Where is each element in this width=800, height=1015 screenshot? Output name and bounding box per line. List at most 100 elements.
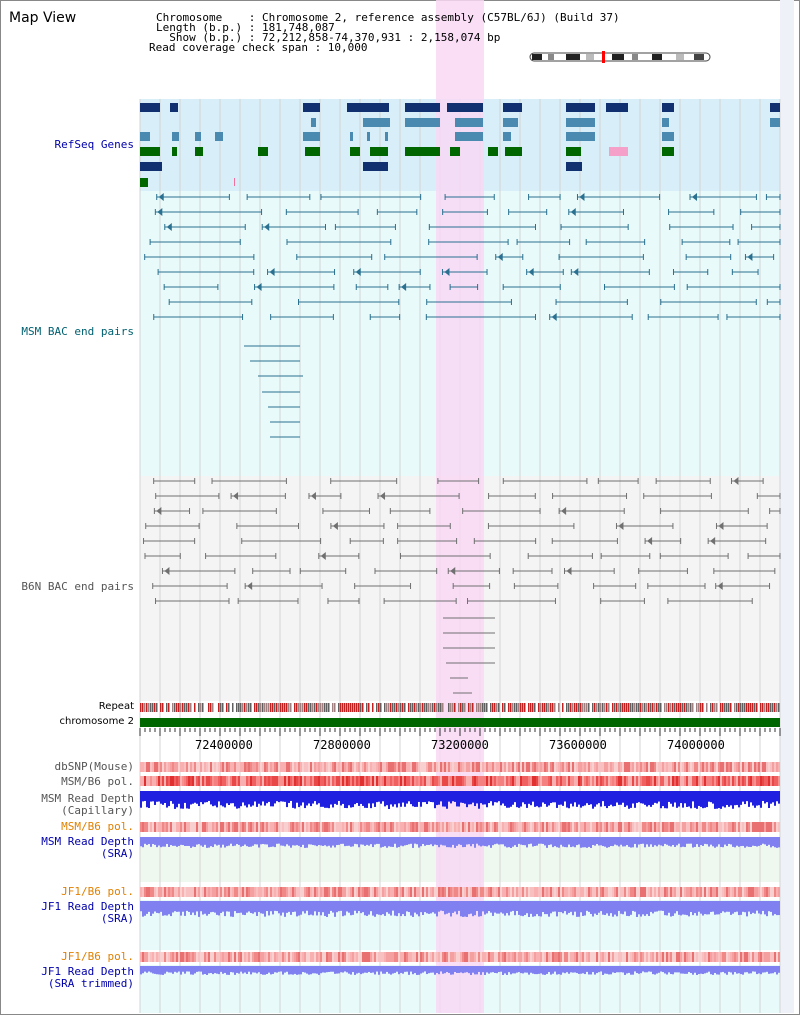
msm-b6-pol-bin [142,776,144,786]
jf1-trim-depth-bin [658,966,660,973]
jf1-trim-depth-bin [448,966,450,973]
dbsnp-bin [436,762,438,772]
jf1-b6-pol-bin [554,887,556,897]
capillary-depth-bin [600,791,602,807]
jf1-b6-pol-trim-bin [702,952,704,962]
msm-sra-depth-bin [626,837,628,846]
capillary-depth-bin [744,791,746,805]
dbsnp-bin [768,762,770,772]
msm-sra-depth-bin [662,837,664,847]
jf1-b6-pol-bin [218,887,220,897]
jf1-sra-depth-bin [486,901,488,914]
capillary-depth-bin [232,791,234,804]
msm-b6-pol-bin [500,776,502,786]
msm-sra-depth-bin [174,837,176,846]
jf1-b6-pol-bin [426,887,428,897]
repeat-element [676,703,678,712]
msm-sra-depth-bin [386,837,388,848]
dbsnp-bin [154,762,156,772]
jf1-sra-depth-bin [594,901,596,914]
jf1-b6-pol-trim-bin [706,952,708,962]
dbsnp-bin [192,762,194,772]
capillary-depth-bin [238,791,240,809]
jf1-trim-depth-bin [280,966,282,972]
jf1-trim-depth-bin [640,966,642,974]
jf1-b6-pol-bin [170,887,172,897]
jf1-b6-pol-trim-bin [704,952,706,962]
msm-b6-pol-bin [318,776,320,786]
axis-tick-label: 73600000 [549,738,607,752]
jf1-sra-depth-bin [348,901,350,913]
jf1-b6-pol-bin [406,887,408,897]
capillary-depth-bin [234,791,236,807]
msm-sra-depth-bin [442,837,444,846]
msm-b6-pol-sra-bin [468,822,470,832]
repeat-element [586,703,588,712]
jf1-b6-pol-bin [600,887,602,897]
repeat-element [496,703,498,712]
msm-b6-pol-sra-bin [418,822,420,832]
msm-sra-depth-bin [538,837,540,844]
msm-b6-pol-sra-bin [340,822,342,832]
repeat-element [692,703,694,712]
jf1-trim-depth-bin [180,966,182,975]
refseq-gene-pink [609,147,628,156]
jf1-sra-depth-bin [460,901,462,917]
jf1-sra-depth-bin [190,901,192,915]
jf1-trim-depth-bin [488,966,490,974]
msm-sra-depth-bin [196,837,198,845]
capillary-depth-bin [454,791,456,802]
repeat-element [654,703,656,712]
dbsnp-bin [574,762,576,772]
msm-b6-pol-bin [630,776,632,786]
jf1-trim-depth-bin [656,966,658,974]
msm-b6-pol-bin [314,776,316,786]
jf1-sra-depth-bin [394,901,396,916]
jf1-trim-depth-bin [768,966,770,974]
dbsnp-bin [742,762,744,772]
msm-sra-depth-bin [508,837,510,848]
msm-b6-pol-bin [504,776,506,786]
jf1-trim-depth-bin [340,966,342,973]
jf1-sra-depth-bin [278,901,280,914]
dbsnp-bin [580,762,582,772]
dbsnp-bin [506,762,508,772]
capillary-depth-bin [634,791,636,808]
jf1-b6-pol-bin [370,887,372,897]
msm-b6-pol-bin [676,776,678,786]
capillary-depth-bin [404,791,406,807]
jf1-trim-depth-bin [490,966,492,973]
jf1-b6-pol-trim-bin [348,952,350,962]
refseq-genes-label: RefSeq Genes [54,138,134,151]
jf1-trim-depth-bin [614,966,616,973]
repeat-element [154,703,156,712]
capillary-depth-bin [352,791,354,808]
dbsnp-bin [244,762,246,772]
jf1-sra-depth-bin [544,901,546,915]
jf1-b6-pol-trim-bin [158,952,160,962]
msm-b6-pol-sra-bin [550,822,552,832]
jf1-b6-pol-trim-bin [494,952,496,962]
msm-b6-pol-bin [722,776,724,786]
msm-b6-pol-bin [358,776,360,786]
jf1-sra-depth-bin [302,901,304,912]
refseq-gene [303,103,320,112]
jf1-sra-depth-bin [682,901,684,915]
jf1-trim-depth-bin [298,966,300,975]
capillary-depth-bin [240,791,242,807]
capillary-depth-bin [258,791,260,804]
msm-b6-pol-sra-bin [760,822,762,832]
jf1-trim-depth-bin [314,966,316,974]
repeat-element [280,703,282,712]
capillary-depth-bin [306,791,308,806]
jf1-b6-pol-bin [702,887,704,897]
msm-b6-pol-bin [766,776,768,786]
msm-sra-depth-bin [616,837,618,846]
msm-b6-pol-bin [694,776,696,786]
msm-sra-depth-bin [486,837,488,847]
capillary-depth-bin [476,791,478,804]
msm-b6-pol-sra-bin [248,822,250,832]
msm-b6-pol-bin [304,776,306,786]
msm-b6-pol-sra-bin [624,822,626,832]
